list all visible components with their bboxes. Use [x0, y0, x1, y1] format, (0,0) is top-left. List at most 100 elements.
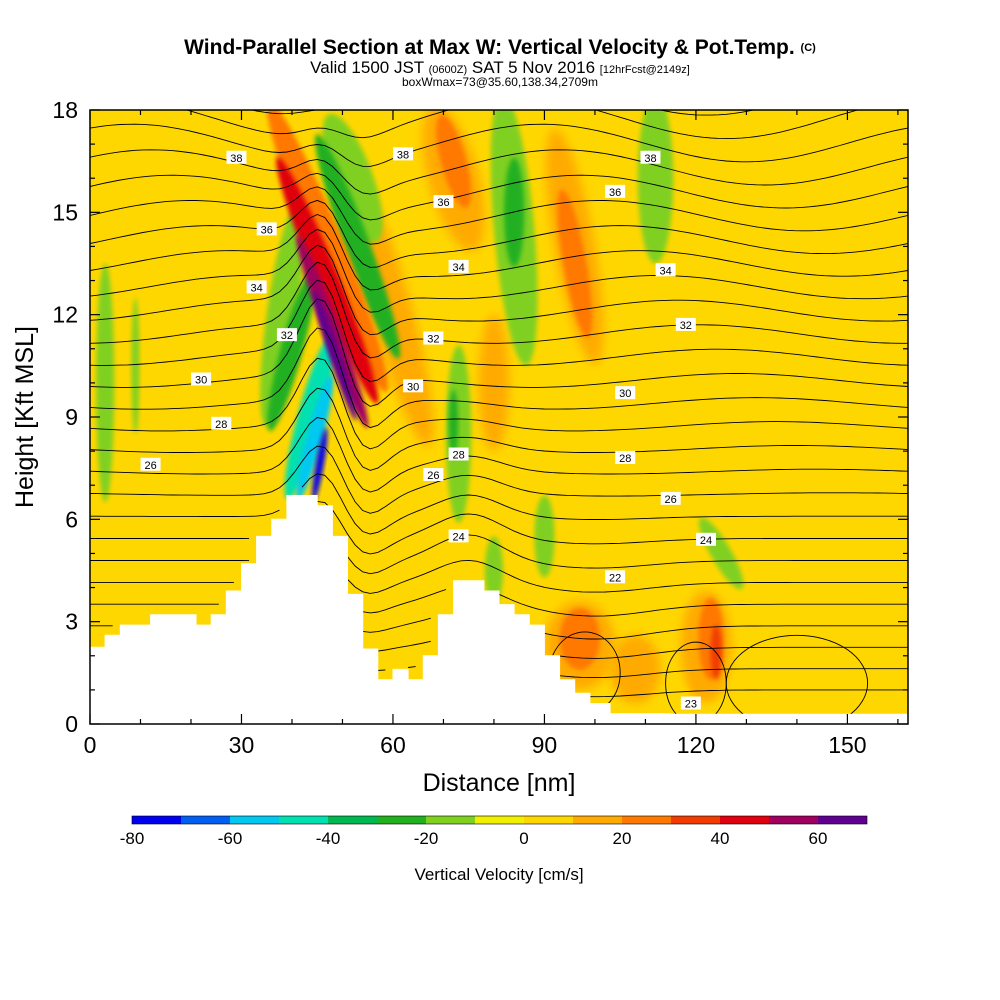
chart-subtitle-box: boxWmax=73@35.60,138.34,2709m: [402, 75, 598, 89]
colorbar-swatch: [279, 816, 328, 824]
theta-label-text: 38: [397, 149, 409, 161]
theta-contour-label: 38: [393, 147, 414, 161]
x-tick-label: 150: [828, 732, 866, 758]
velocity-cell: [131, 297, 140, 435]
colorbar-swatch: [720, 816, 769, 824]
chart-subtitle: Valid 1500 JST (0600Z) SAT 5 Nov 2016 [1…: [0, 59, 1000, 79]
theta-contour-label: 32: [276, 328, 297, 342]
theta-label-text: 28: [452, 450, 464, 462]
velocity-cell: [96, 263, 115, 503]
theta-contour-line: [90, 473, 908, 535]
theta-contour-label: 36: [433, 195, 454, 209]
y-tick-label: 0: [65, 711, 78, 737]
theta-contour-line: [90, 199, 908, 268]
theta-contour-line: [90, 445, 908, 514]
y-tick-label: 18: [52, 97, 78, 123]
theta-label-text: 30: [407, 381, 419, 393]
colorbar-swatch: [377, 816, 426, 824]
theta-label-bg: [675, 317, 696, 331]
theta-contour-line: [90, 261, 908, 359]
theta-contour-line: [90, 228, 908, 313]
theta-label-bg: [640, 150, 661, 164]
theta-contour-line: [90, 186, 908, 245]
theta-label-text: 28: [215, 419, 227, 431]
theta-contour-line: [249, 110, 756, 116]
colorbar-tick-label: 60: [809, 829, 828, 848]
colorbar-swatch: [524, 816, 573, 824]
theta-label-bg: [423, 331, 444, 345]
colorbar-swatch: [671, 816, 720, 824]
theta-label-bg: [423, 467, 444, 481]
y-tick-label: 3: [65, 609, 78, 635]
theta-contour-label: 28: [211, 416, 232, 431]
theta-label-text: 32: [680, 320, 692, 332]
terrain: [89, 495, 908, 725]
theta-contour-label: 28: [615, 450, 636, 465]
theta-contour-label: 22: [605, 570, 626, 584]
theta-label-text: 34: [251, 282, 263, 294]
colorbar-tick-label: -20: [414, 829, 439, 848]
colorbar-tick-label: 40: [711, 829, 730, 848]
theta-label-bg: [605, 570, 626, 584]
theta-label-text: 36: [609, 187, 621, 199]
colorbar-swatch: [328, 816, 377, 824]
theta-label-text: 22: [609, 572, 621, 584]
theta-label-text: 30: [619, 388, 631, 400]
x-tick-label: 30: [229, 732, 255, 758]
velocity-cell: [313, 290, 357, 421]
velocity-cell: [150, 536, 232, 639]
velocity-cell: [610, 635, 661, 704]
velocity-cell: [736, 567, 858, 677]
theta-label-text: 24: [452, 531, 464, 543]
velocity-cell: [315, 134, 401, 359]
theta-label-bg: [433, 195, 454, 209]
theta-contour-line: [90, 534, 908, 575]
velocity-cell: [637, 110, 674, 264]
theta-contour-line: [90, 214, 908, 291]
x-tick-label: 0: [84, 732, 97, 758]
theta-label-bg: [448, 529, 469, 543]
y-tick-label: 15: [52, 199, 78, 225]
theta-contour-label: 34: [448, 259, 469, 274]
theta-contour-line: [589, 689, 908, 698]
theta-label-bg: [191, 372, 212, 386]
velocity-cell: [260, 203, 304, 427]
theta-contour-line: [90, 279, 908, 383]
theta-label-bg: [276, 328, 297, 342]
theta-contour-label: 36: [605, 184, 626, 199]
theta-contour-label: 32: [675, 317, 696, 332]
theta-label-bg: [403, 379, 424, 393]
theta-contour-label: 32: [423, 331, 444, 346]
theta-label-text: 38: [230, 153, 242, 165]
theta-label-bg: [448, 447, 469, 461]
theta-label-bg: [246, 280, 267, 294]
theta-label-text: 26: [144, 460, 156, 472]
terrain-lowland: [670, 713, 908, 724]
theta-label-text: 34: [452, 262, 464, 274]
theta-contour-label: 23: [680, 696, 701, 711]
colorbar-swatch: [573, 816, 622, 824]
theta-label-text: 36: [437, 197, 449, 209]
theta-label-text: 23: [685, 699, 697, 711]
velocity-cell: [266, 110, 388, 393]
x-axis-title: Distance [nm]: [423, 769, 576, 797]
velocity-cell: [413, 451, 494, 588]
velocity-cell: [445, 345, 472, 523]
theta-contour-label: 30: [615, 386, 636, 400]
theta-contour-label: 30: [403, 379, 424, 393]
theta-contour-line: [90, 123, 908, 167]
theta-label-text: 32: [427, 334, 439, 346]
terrain-profile: [89, 495, 672, 725]
colorbar-tick-label: -60: [218, 829, 243, 848]
theta-contour-label: 38: [226, 150, 247, 165]
colorbar-swatch: [769, 816, 818, 824]
colorbar-tick-label: 20: [613, 829, 632, 848]
subtitle-zulu: (0600Z): [428, 64, 468, 76]
theta-contour-line: [90, 500, 908, 555]
theta-label-bg: [615, 450, 636, 464]
velocity-cell: [312, 427, 328, 502]
theta-label-bg: [655, 263, 676, 277]
theta-contour-line: [90, 417, 908, 493]
theta-contour-labels: 38 38 38 36 36 36 34 34 34 32 32 32 30 30 30 28 28 28 26 26…: [140, 147, 717, 711]
